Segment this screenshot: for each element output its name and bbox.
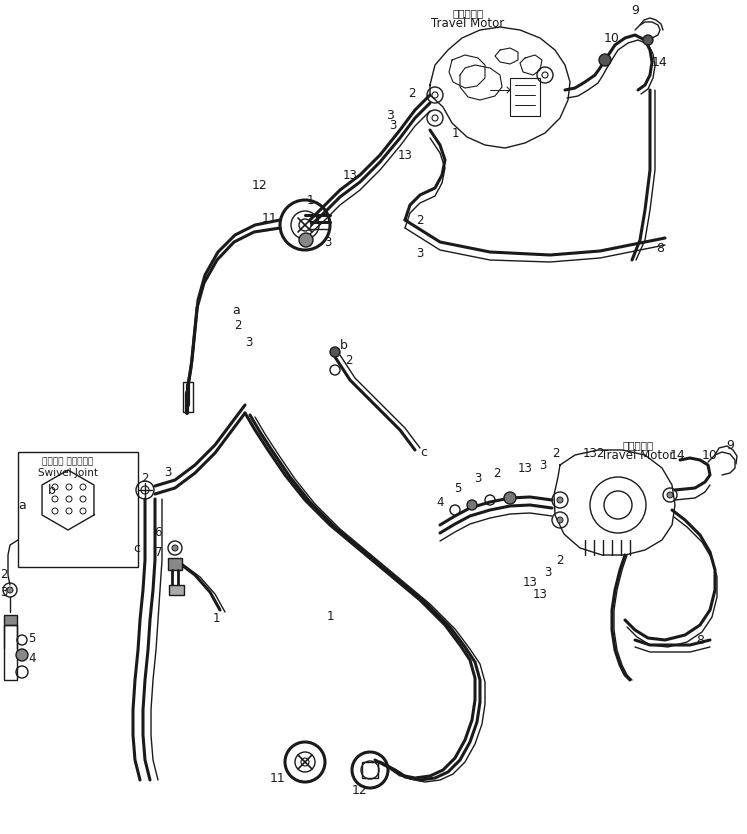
Text: Travel Motor: Travel Motor — [601, 449, 675, 461]
Text: 13: 13 — [397, 148, 412, 162]
Text: 9: 9 — [726, 439, 734, 451]
Text: 4: 4 — [28, 651, 36, 665]
Text: b: b — [48, 484, 56, 496]
Circle shape — [330, 347, 340, 357]
Text: 10: 10 — [702, 449, 718, 461]
Text: 2: 2 — [234, 319, 241, 331]
Text: 3: 3 — [386, 108, 394, 122]
Text: 4: 4 — [436, 495, 444, 509]
Text: 14: 14 — [652, 56, 668, 68]
Text: c: c — [420, 445, 427, 459]
Text: 5: 5 — [454, 481, 462, 495]
Text: 2: 2 — [409, 87, 416, 99]
Text: 走行モータ: 走行モータ — [453, 8, 483, 18]
Text: 3: 3 — [164, 465, 172, 479]
Text: 3: 3 — [539, 459, 547, 471]
Text: 3: 3 — [416, 247, 424, 259]
Text: 3: 3 — [545, 565, 552, 579]
Text: 2: 2 — [345, 354, 353, 366]
Text: 3: 3 — [389, 118, 397, 132]
Text: 8: 8 — [696, 634, 704, 646]
Text: 3: 3 — [474, 471, 482, 485]
Text: 3: 3 — [245, 335, 252, 349]
Text: 6: 6 — [155, 526, 162, 540]
Circle shape — [643, 35, 653, 45]
Text: 3: 3 — [1, 585, 8, 599]
Circle shape — [172, 545, 178, 551]
Text: 2: 2 — [416, 214, 424, 227]
Text: 13: 13 — [518, 461, 533, 475]
Circle shape — [16, 649, 28, 661]
Circle shape — [299, 219, 311, 231]
Text: 13: 13 — [523, 575, 537, 589]
Circle shape — [467, 500, 477, 510]
Polygon shape — [554, 450, 675, 555]
Text: 7: 7 — [155, 545, 162, 559]
Text: Swivel Joint: Swivel Joint — [38, 468, 98, 478]
Bar — [18, 452, 138, 567]
Bar — [362, 762, 378, 778]
Polygon shape — [430, 27, 570, 148]
Circle shape — [557, 517, 563, 523]
Text: スイベル ジョイント: スイベル ジョイント — [43, 458, 93, 466]
Text: 2: 2 — [557, 554, 564, 566]
Text: 2: 2 — [141, 471, 149, 485]
Circle shape — [301, 758, 309, 766]
Text: 1: 1 — [451, 127, 459, 139]
Text: 13: 13 — [533, 589, 548, 601]
Text: 2: 2 — [493, 466, 500, 480]
Bar — [4, 625, 17, 680]
Text: 14: 14 — [670, 449, 686, 461]
Text: 2: 2 — [1, 569, 8, 581]
Text: 12: 12 — [352, 783, 368, 796]
Text: b: b — [340, 339, 348, 351]
Text: 3: 3 — [324, 235, 332, 249]
Bar — [169, 585, 184, 595]
Bar — [183, 382, 193, 412]
Circle shape — [599, 54, 611, 66]
Circle shape — [7, 587, 13, 593]
Text: 13: 13 — [583, 446, 598, 460]
Bar — [510, 78, 540, 116]
Text: 1: 1 — [212, 611, 220, 625]
Text: 12: 12 — [252, 178, 268, 192]
Text: 走行モータ: 走行モータ — [622, 440, 654, 450]
Text: a: a — [18, 499, 26, 511]
Text: Travel Motor: Travel Motor — [431, 17, 505, 29]
Text: 1: 1 — [326, 610, 334, 624]
Circle shape — [504, 492, 516, 504]
Text: a: a — [232, 304, 240, 316]
Text: c: c — [133, 541, 140, 555]
Circle shape — [667, 492, 673, 498]
Text: 2: 2 — [596, 446, 604, 460]
Text: 13: 13 — [343, 168, 357, 182]
Circle shape — [557, 497, 563, 503]
Text: 11: 11 — [262, 212, 278, 224]
Text: 11: 11 — [270, 771, 286, 785]
Bar — [168, 558, 182, 570]
Text: 8: 8 — [656, 242, 664, 254]
Text: 10: 10 — [604, 32, 620, 44]
Text: 2: 2 — [552, 446, 560, 460]
Circle shape — [299, 233, 313, 247]
Text: 5: 5 — [28, 631, 35, 645]
Bar — [4, 615, 17, 625]
Text: 1: 1 — [306, 193, 314, 207]
Text: 9: 9 — [631, 3, 639, 17]
